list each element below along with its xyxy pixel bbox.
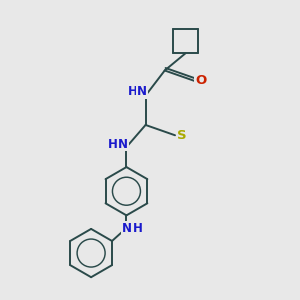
Text: N: N <box>137 85 147 98</box>
Text: O: O <box>195 74 206 87</box>
Text: N: N <box>122 221 131 235</box>
Text: H: H <box>133 221 142 235</box>
Text: H: H <box>108 138 118 151</box>
Text: H: H <box>128 85 138 98</box>
Text: N: N <box>118 138 128 151</box>
Text: S: S <box>177 129 186 142</box>
